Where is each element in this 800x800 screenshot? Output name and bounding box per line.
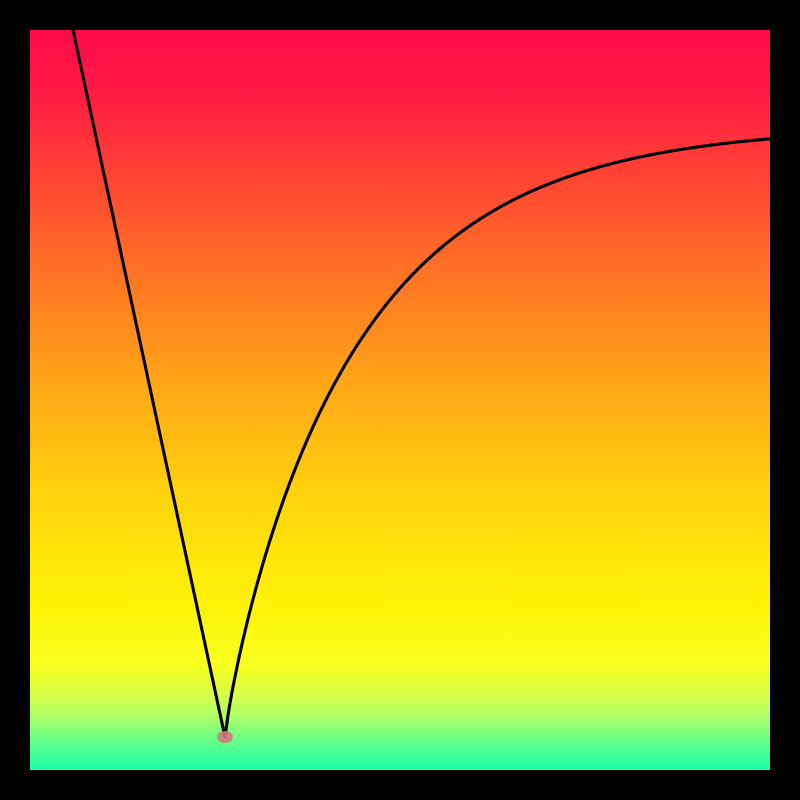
frame-border	[0, 0, 800, 30]
optimum-marker	[217, 731, 233, 743]
gradient-background	[30, 30, 770, 770]
frame-border	[0, 770, 800, 800]
frame-border	[0, 0, 30, 800]
frame-border	[770, 0, 800, 800]
plot-area	[30, 30, 770, 770]
plot-svg	[30, 30, 770, 770]
